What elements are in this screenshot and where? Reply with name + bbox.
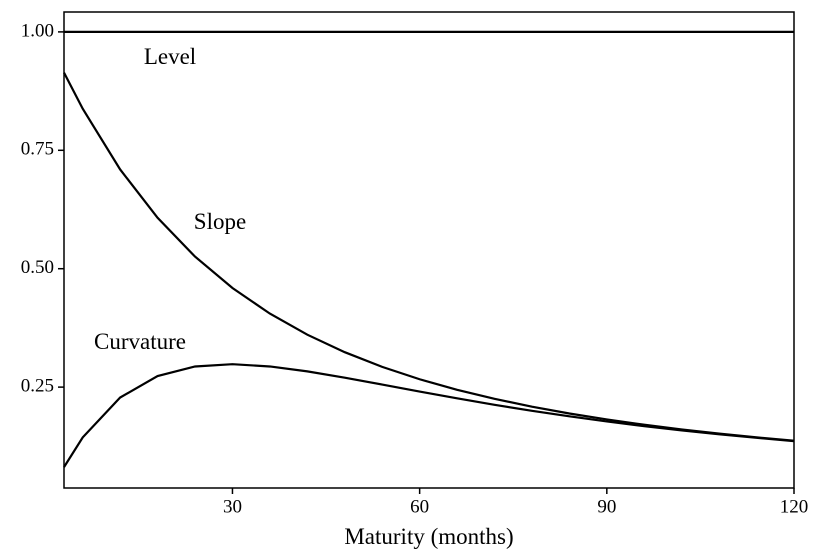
series-label: Curvature (94, 329, 186, 354)
plot-frame (63, 11, 795, 489)
series-label: Slope (194, 209, 246, 234)
series-line (63, 72, 795, 442)
x-tick-label: 60 (410, 496, 429, 517)
x-tick-label: 120 (780, 496, 809, 517)
x-tick-label: 30 (223, 496, 242, 517)
series-label: Level (144, 44, 196, 69)
y-tick-label: 0.50 (21, 257, 54, 278)
series-line (63, 363, 795, 468)
y-tick-label: 0.75 (21, 139, 54, 160)
x-tick-label: 90 (597, 496, 616, 517)
x-axis-label: Maturity (months) (344, 524, 513, 549)
y-tick-label: 0.25 (21, 375, 54, 396)
y-tick-label: 1.00 (21, 20, 54, 41)
